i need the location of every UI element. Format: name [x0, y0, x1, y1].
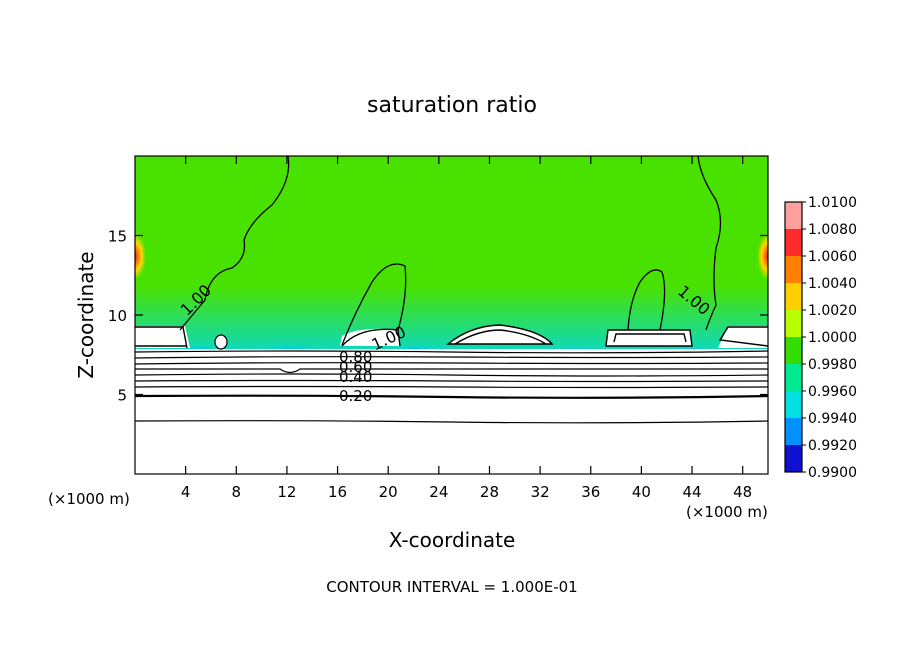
plot-area: 1.00 1.00 1.00 0.80 0.60 0.40 0.20 [134, 155, 769, 475]
x-tick-label: 32 [531, 483, 550, 501]
colorbar-label: 0.9980 [808, 357, 857, 373]
colorbar-label: 0.9960 [808, 384, 857, 400]
y-tick-label: 15 [108, 228, 127, 246]
colorbar-label: 0.9900 [808, 465, 857, 481]
contour-label: 0.40 [339, 368, 372, 386]
x-tick-label: 36 [581, 483, 600, 501]
chart-title: saturation ratio [367, 93, 537, 118]
colorbar-swatch [785, 337, 802, 365]
lower-contours [134, 350, 769, 424]
colorbar-swatch [785, 283, 802, 311]
colorbar-label: 0.9940 [808, 411, 857, 427]
contour-line-100-left [179, 155, 290, 331]
cloud-small-outline [341, 328, 401, 347]
contour-label: 0.80 [339, 348, 372, 366]
x-tick-label: 8 [232, 483, 242, 501]
x-tick-label: 4 [181, 483, 191, 501]
x-tick-label: 12 [277, 483, 296, 501]
right-warm-region [678, 156, 768, 349]
cloud-right-mid [606, 330, 692, 346]
x-tick-label: 28 [480, 483, 499, 501]
contour-label: 0.60 [339, 358, 372, 376]
colorbar-swatch [785, 229, 802, 257]
y-axis-title: Z-coordinate [74, 251, 98, 378]
x-tick-label: 20 [379, 483, 398, 501]
cloud-left [135, 326, 190, 348]
colorbar-label: 1.0020 [808, 303, 857, 319]
colorbar-swatch [785, 445, 802, 473]
x-tick-label: 40 [632, 483, 651, 501]
colorbar-swatch [785, 418, 802, 446]
y-tick-label: 10 [108, 307, 127, 325]
colorbar-label: 0.9920 [808, 438, 857, 454]
colorbar: 1.0100 1.0080 1.0060 1.0040 1.0020 1.0000 0.99… [784, 195, 857, 481]
z-units-label: (×1000 m) [48, 490, 130, 508]
colorbar-swatch [785, 310, 802, 338]
contour-line-100-right [697, 155, 722, 331]
cloud-dot [214, 334, 228, 350]
colorbar-label: 1.0000 [808, 330, 857, 346]
x-axis-title: X-coordinate [389, 528, 516, 552]
x-tick-label: 16 [328, 483, 347, 501]
colorbar-swatch [785, 256, 802, 284]
colorbar-label: 1.0080 [808, 222, 857, 238]
x-tick-label: 44 [682, 483, 701, 501]
colorbar-swatch [785, 364, 802, 392]
x-units-label: (×1000 m) [686, 503, 768, 521]
colorbar-swatch [785, 391, 802, 419]
cloud-base-outline [135, 326, 769, 349]
colorbar-swatch [785, 202, 802, 230]
y-tick-label: 5 [117, 387, 127, 405]
contour-label: 0.20 [339, 387, 372, 405]
contour-interval-text: CONTOUR INTERVAL = 1.000E-01 [326, 578, 577, 596]
colorbar-label: 1.0100 [808, 195, 857, 211]
lower-region [135, 349, 768, 474]
x-tick-label: 48 [733, 483, 752, 501]
cloud-mid-outline [446, 324, 554, 345]
y-axis: 5 10 15 [108, 228, 768, 405]
colorbar-label: 1.0060 [808, 249, 857, 265]
cloud-small [340, 328, 400, 346]
x-axis: 4 8 12 16 20 24 28 32 36 40 44 48 [181, 156, 752, 501]
x-tick-label: 24 [429, 483, 448, 501]
cloud-right-mid-outline [605, 329, 693, 347]
contour-line-100-right2 [627, 269, 666, 331]
contour-line-100-mid [341, 263, 407, 346]
cloud-right [718, 326, 768, 348]
left-warm-region [135, 156, 225, 349]
colorbar-label: 1.0040 [808, 276, 857, 292]
